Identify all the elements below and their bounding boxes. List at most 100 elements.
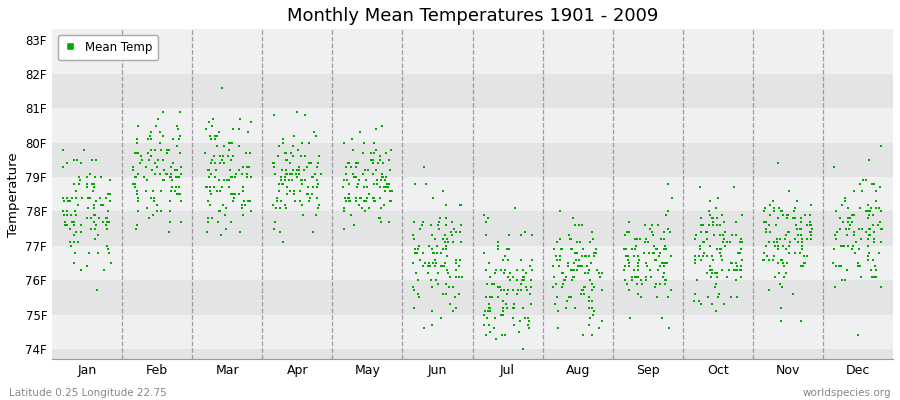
Point bbox=[567, 274, 581, 280]
Point bbox=[788, 205, 802, 211]
Point bbox=[343, 198, 357, 204]
Point bbox=[767, 253, 781, 259]
Point bbox=[770, 215, 785, 222]
Point bbox=[559, 298, 573, 304]
Point bbox=[229, 170, 243, 177]
Point bbox=[221, 177, 236, 184]
Point bbox=[661, 226, 675, 232]
Point bbox=[584, 280, 598, 287]
Point bbox=[87, 212, 102, 218]
Point bbox=[278, 150, 293, 156]
Point bbox=[100, 215, 114, 222]
Point bbox=[302, 160, 316, 166]
Point bbox=[642, 250, 656, 256]
Point bbox=[722, 267, 736, 273]
Point bbox=[582, 294, 597, 300]
Point bbox=[626, 267, 641, 273]
Point bbox=[453, 229, 467, 235]
Point bbox=[86, 157, 100, 163]
Point bbox=[851, 246, 866, 252]
Point bbox=[239, 170, 254, 177]
Point bbox=[799, 222, 814, 228]
Point bbox=[866, 212, 880, 218]
Point bbox=[805, 226, 819, 232]
Point bbox=[151, 116, 166, 122]
Point bbox=[159, 170, 174, 177]
Point bbox=[494, 332, 508, 338]
Point bbox=[477, 322, 491, 328]
Point bbox=[789, 198, 804, 204]
Point bbox=[87, 226, 102, 232]
Point bbox=[847, 229, 861, 235]
Point bbox=[709, 205, 724, 211]
Point bbox=[842, 215, 857, 222]
Point bbox=[282, 177, 296, 184]
Point bbox=[221, 177, 236, 184]
Point bbox=[834, 201, 849, 208]
Point bbox=[64, 212, 78, 218]
Point bbox=[617, 277, 632, 283]
Point bbox=[647, 250, 662, 256]
Point bbox=[804, 201, 818, 208]
Point bbox=[652, 253, 666, 259]
Point bbox=[72, 174, 86, 180]
Point bbox=[491, 246, 505, 252]
Point bbox=[863, 205, 878, 211]
Point bbox=[211, 133, 225, 139]
Point bbox=[766, 198, 780, 204]
Point bbox=[713, 222, 727, 228]
Point bbox=[567, 260, 581, 266]
Point bbox=[578, 284, 592, 290]
Point bbox=[428, 260, 443, 266]
Point bbox=[826, 246, 841, 252]
Point bbox=[438, 239, 453, 246]
Point bbox=[491, 284, 505, 290]
Point bbox=[842, 218, 856, 225]
Point bbox=[868, 263, 882, 270]
Point bbox=[168, 188, 183, 194]
Point bbox=[851, 332, 866, 338]
Point bbox=[510, 267, 525, 273]
Point bbox=[71, 201, 86, 208]
Point bbox=[350, 184, 365, 190]
Point bbox=[424, 222, 438, 228]
Point bbox=[587, 284, 601, 290]
Point bbox=[629, 242, 643, 249]
Point bbox=[650, 246, 664, 252]
Point bbox=[164, 170, 178, 177]
Point bbox=[567, 222, 581, 228]
Point bbox=[103, 198, 117, 204]
Point bbox=[875, 226, 889, 232]
Point bbox=[150, 201, 165, 208]
Point bbox=[413, 256, 428, 263]
Point bbox=[69, 188, 84, 194]
Point bbox=[440, 253, 454, 259]
Point bbox=[145, 167, 159, 173]
Point bbox=[99, 242, 113, 249]
Point bbox=[549, 253, 563, 259]
Point bbox=[868, 274, 883, 280]
Point bbox=[630, 274, 644, 280]
Point bbox=[213, 208, 228, 215]
Point bbox=[271, 188, 285, 194]
Point bbox=[516, 274, 530, 280]
Point bbox=[437, 232, 452, 239]
Point bbox=[715, 267, 729, 273]
Point bbox=[446, 308, 460, 314]
Point bbox=[796, 253, 811, 259]
Point bbox=[217, 160, 231, 166]
Point bbox=[508, 304, 522, 311]
Point bbox=[409, 270, 423, 276]
Point bbox=[203, 136, 218, 142]
Point bbox=[692, 184, 706, 190]
Text: worldspecies.org: worldspecies.org bbox=[803, 388, 891, 398]
Point bbox=[572, 256, 586, 263]
Point bbox=[306, 174, 320, 180]
Point bbox=[646, 242, 661, 249]
Point bbox=[89, 157, 104, 163]
Point bbox=[521, 325, 535, 332]
Bar bbox=[52, 108, 893, 143]
Point bbox=[291, 146, 305, 153]
Point bbox=[297, 167, 311, 173]
Point bbox=[428, 263, 443, 270]
